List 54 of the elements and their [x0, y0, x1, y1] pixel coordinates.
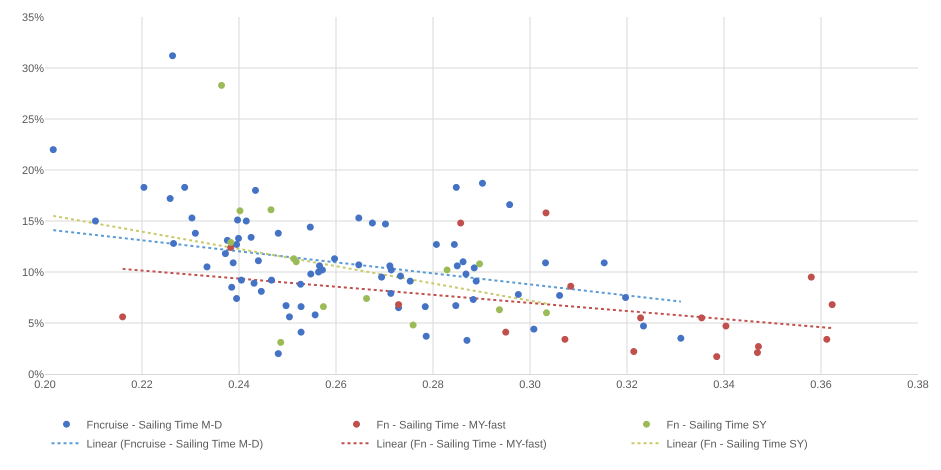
point [828, 301, 836, 308]
point [236, 207, 244, 214]
point [119, 313, 126, 320]
point [567, 282, 574, 290]
point [410, 322, 417, 329]
point [754, 342, 762, 350]
x-tick-label: 0.22 [131, 379, 153, 392]
x-tick-label: 0.34 [713, 379, 735, 392]
point [363, 295, 370, 302]
legend-label: Linear (Fncruise - Sailing Time M-D) [86, 438, 264, 450]
x-tick-label: 0.24 [228, 379, 250, 392]
point [457, 220, 464, 227]
point [754, 349, 761, 356]
legend-label: Linear (Fn - Sailing Time - MY-fast) [376, 438, 547, 450]
point [320, 303, 327, 310]
x-tick-label: 0.20 [34, 379, 56, 392]
point [698, 314, 706, 322]
legend-label: Linear (Fn - Sailing Time SY) [666, 438, 808, 450]
point [502, 328, 510, 336]
point [630, 348, 638, 356]
x-tick-label: 0.30 [519, 379, 541, 392]
x-tick-label: 0.26 [325, 379, 347, 392]
point [292, 258, 300, 266]
point [227, 238, 234, 246]
y-tick-label: 5% [28, 318, 44, 330]
y-tick-label: 30% [22, 62, 44, 75]
point [277, 338, 284, 346]
x-tick-label: 0.36 [810, 379, 832, 392]
point [268, 206, 275, 214]
y-tick-label: 15% [22, 216, 44, 228]
point [496, 306, 503, 314]
point [444, 266, 451, 274]
legend-label: Fn - Sailing Time - MY-fast [376, 419, 506, 432]
point [476, 260, 484, 268]
legend-label: Fn - Sailing Time SY [666, 419, 768, 432]
x-tick-label: 0.28 [422, 379, 444, 392]
point [395, 301, 402, 308]
point [722, 322, 730, 330]
point [823, 336, 830, 343]
point [637, 314, 644, 322]
x-tick-label: 0.38 [907, 379, 929, 392]
point [561, 336, 568, 343]
point [542, 209, 550, 216]
point [713, 353, 720, 360]
y-tick-label: 0% [28, 368, 44, 381]
y-tick-label: 25% [22, 114, 44, 126]
y-tick-label: 35% [22, 12, 44, 24]
point [218, 82, 226, 89]
point [542, 309, 550, 316]
y-tick-label: 20% [22, 164, 44, 177]
point [808, 274, 815, 281]
x-tick-label: 0.32 [616, 379, 638, 392]
y-tick-label: 10% [22, 266, 44, 279]
legend-label: Fncruise - Sailing Time M-D [86, 419, 222, 432]
